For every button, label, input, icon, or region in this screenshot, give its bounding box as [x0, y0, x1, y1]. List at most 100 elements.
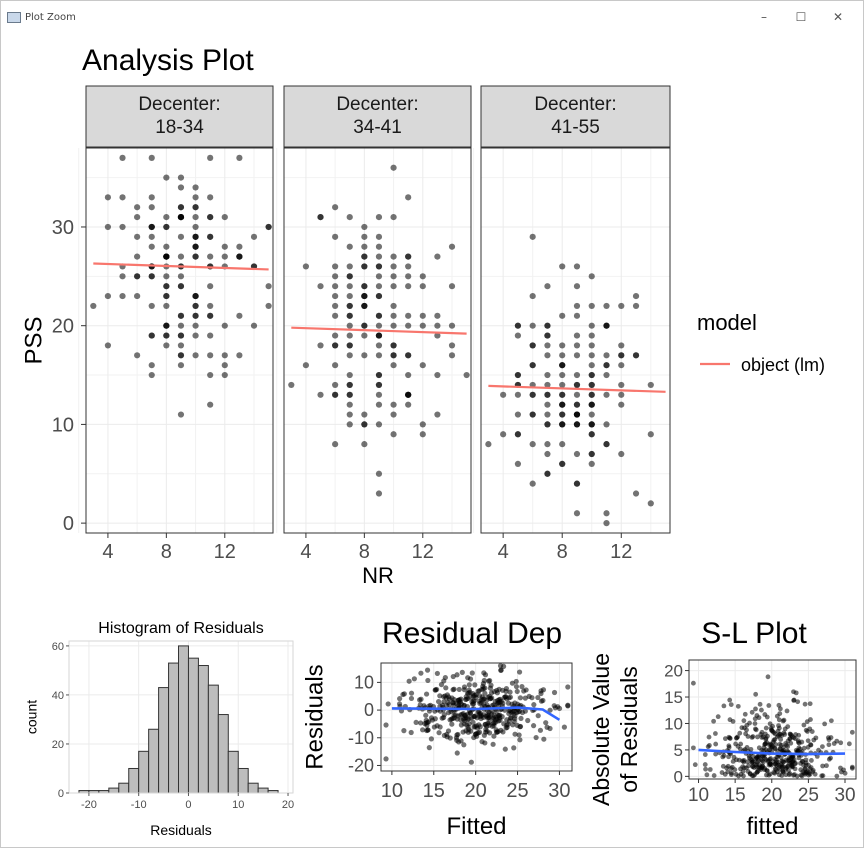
data-point [745, 769, 751, 774]
data-point [703, 766, 708, 772]
data-point [559, 391, 566, 398]
data-point [828, 755, 833, 761]
data-point [405, 352, 412, 359]
minimize-button[interactable]: – [761, 10, 767, 24]
data-point [764, 714, 770, 720]
data-point [346, 401, 353, 408]
data-point [565, 684, 571, 690]
data-point [390, 273, 397, 280]
data-point [603, 371, 610, 379]
data-point [786, 757, 792, 763]
data-point [163, 243, 170, 250]
data-point [510, 722, 516, 728]
data-point [467, 710, 474, 716]
data-point [466, 682, 472, 688]
histogram-bar [108, 787, 120, 794]
data-point [730, 758, 736, 764]
data-point [332, 391, 339, 398]
fit-line [291, 326, 467, 335]
data-point [434, 312, 441, 319]
data-point [742, 747, 748, 752]
data-point [419, 362, 426, 369]
data-point [777, 711, 783, 717]
data-point [565, 702, 571, 708]
data-point [588, 322, 595, 329]
data-point [361, 283, 368, 290]
data-point [148, 154, 155, 161]
y-tick-label: 60 [52, 641, 64, 653]
data-point [207, 154, 214, 161]
histogram-bar [237, 767, 249, 794]
data-point [221, 253, 228, 260]
data-point [715, 714, 721, 720]
close-button[interactable]: ✕ [832, 10, 844, 24]
data-point [517, 723, 524, 730]
data-point [443, 685, 449, 691]
data-point [221, 322, 228, 329]
data-point [726, 743, 732, 749]
data-point [134, 292, 141, 300]
data-point [573, 342, 581, 349]
data-point [765, 674, 771, 680]
data-point [790, 754, 796, 760]
data-point [647, 381, 654, 389]
maximize-button[interactable]: ☐ [795, 10, 807, 24]
data-point [192, 184, 199, 191]
data-point [490, 741, 496, 747]
data-point [375, 342, 383, 349]
data-point [573, 450, 581, 458]
data-point [192, 292, 199, 300]
data-point [448, 243, 456, 250]
data-point [177, 174, 185, 181]
data-point [826, 742, 832, 748]
data-point [544, 371, 551, 379]
y-tick-label: 40 [52, 690, 64, 702]
data-point [618, 450, 625, 458]
data-point [820, 773, 826, 779]
data-point [221, 214, 228, 221]
x-axis-label: NR [362, 563, 394, 588]
data-point [411, 676, 417, 682]
data-point [425, 677, 431, 684]
data-point [632, 302, 640, 310]
data-point [559, 362, 566, 369]
data-point [396, 701, 403, 707]
data-point [448, 342, 456, 349]
data-point [375, 381, 383, 389]
data-point [516, 732, 522, 738]
data-point [754, 755, 760, 760]
data-point [500, 431, 507, 438]
data-point [375, 490, 383, 497]
data-point [236, 253, 243, 260]
data-point [346, 411, 353, 418]
data-point [497, 717, 503, 723]
data-point [735, 744, 741, 749]
data-point [390, 362, 397, 369]
data-point [535, 713, 541, 719]
data-point [390, 322, 397, 329]
data-point [482, 690, 488, 696]
residual-y-label: Residuals [301, 664, 328, 769]
data-point [769, 728, 775, 733]
y-tick-label: 20 [52, 316, 74, 338]
data-point [559, 441, 566, 448]
data-point [529, 480, 536, 487]
data-point [726, 754, 731, 760]
data-point [529, 441, 536, 448]
data-point [207, 233, 214, 240]
x-tick-label: 10 [232, 799, 244, 811]
data-point [618, 342, 625, 349]
data-point [603, 362, 610, 369]
data-point [529, 411, 536, 418]
data-point [529, 362, 536, 369]
data-point [445, 728, 452, 734]
data-point [535, 694, 541, 701]
data-point [740, 768, 746, 774]
data-point [753, 706, 758, 712]
data-point [588, 381, 595, 389]
histogram-bar [207, 684, 219, 794]
data-point [332, 381, 339, 389]
data-point [728, 702, 734, 708]
data-point [466, 716, 472, 722]
